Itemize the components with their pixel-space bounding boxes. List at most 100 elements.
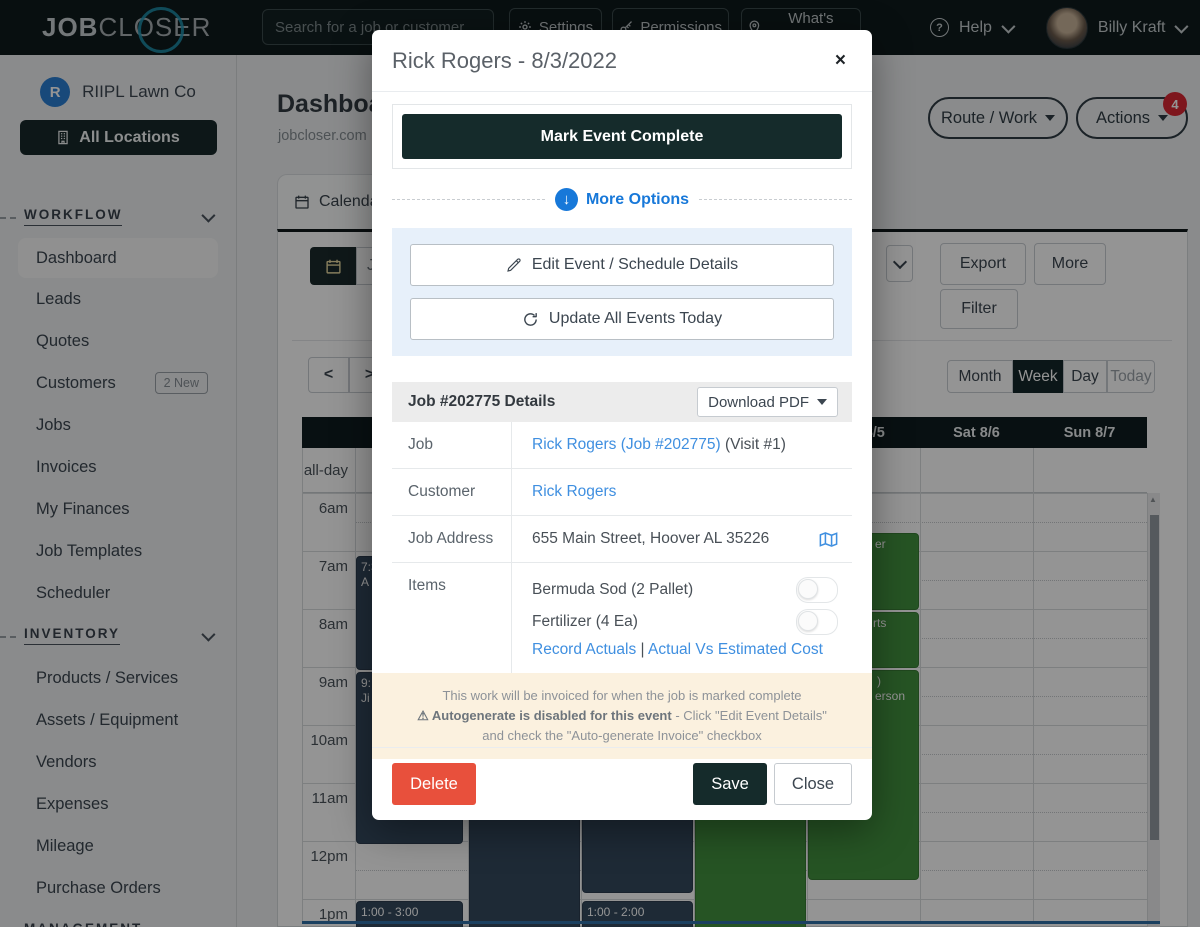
- close-icon[interactable]: ×: [829, 50, 852, 71]
- day-header[interactable]: Sun 8/7: [1063, 424, 1116, 441]
- view-select[interactable]: [886, 245, 913, 282]
- user-name[interactable]: Billy Kraft: [1097, 18, 1166, 36]
- item-label: Job Templates: [36, 541, 143, 560]
- record-actuals-link[interactable]: Record Actuals: [532, 641, 637, 658]
- prev-week-button[interactable]: <: [308, 357, 349, 393]
- help-menu[interactable]: Help: [959, 18, 992, 36]
- more-label: More: [1051, 255, 1089, 272]
- row-label: Items: [392, 563, 512, 673]
- next-icon: >: [364, 366, 375, 383]
- refresh-icon: [524, 312, 537, 326]
- company-logo: R: [40, 77, 71, 107]
- visit-number: (Visit #1): [720, 436, 786, 453]
- logo-ring-icon: [138, 7, 184, 53]
- item-label: Dashboard: [36, 248, 117, 267]
- user-avatar[interactable]: [1045, 6, 1088, 49]
- mark-event-complete-button[interactable]: Mark Event Complete: [402, 114, 842, 159]
- delete-button[interactable]: Delete: [392, 763, 476, 805]
- item-label: Invoices: [36, 457, 97, 476]
- section-workflow[interactable]: WORKFLOW: [0, 195, 236, 238]
- sidebar-item-scheduler[interactable]: Scheduler: [0, 572, 236, 614]
- sidebar: R RIIPL Lawn Co All Locations WORKFLOW D…: [0, 55, 237, 927]
- sidebar-item-assets-equipment[interactable]: Assets / Equipment: [0, 699, 236, 741]
- route-work-button[interactable]: Route / Work: [928, 97, 1068, 139]
- help-icon: ?: [930, 18, 949, 37]
- event-title: er: [875, 537, 886, 551]
- day-label: Day: [1071, 367, 1099, 385]
- row-label: Job: [392, 422, 512, 468]
- link-separator: |: [636, 641, 649, 658]
- save-button[interactable]: Save: [693, 763, 767, 805]
- item-line: Fertilizer (4 Ea): [532, 609, 838, 635]
- event-title: erson: [875, 689, 906, 703]
- item-toggle[interactable]: [796, 577, 838, 603]
- save-label: Save: [711, 774, 749, 793]
- job-link[interactable]: Rick Rogers (Job #202775): [532, 436, 721, 453]
- sidebar-item-customers[interactable]: Customers 2 New: [0, 362, 236, 404]
- export-button[interactable]: Export: [940, 243, 1026, 285]
- close-label: Close: [791, 774, 835, 793]
- caret-down-icon: [1044, 115, 1055, 121]
- all-locations-button[interactable]: All Locations: [19, 120, 217, 155]
- sidebar-item-leads[interactable]: Leads: [0, 278, 236, 320]
- row-label: Job Address: [392, 516, 512, 562]
- map-icon[interactable]: [819, 531, 838, 548]
- invoice-notice: This work will be invoiced for when the …: [372, 673, 872, 759]
- sidebar-item-purchase-orders[interactable]: Purchase Orders: [0, 867, 236, 909]
- calendar-scrollbar[interactable]: ▲: [1147, 493, 1160, 927]
- sidebar-item-products-services[interactable]: Products / Services: [0, 657, 236, 699]
- section-inventory[interactable]: INVENTORY: [0, 614, 236, 657]
- grid-left-border: [302, 448, 303, 923]
- customers-new-badge: 2 New: [154, 372, 208, 394]
- event-title: rts: [873, 616, 887, 630]
- filter-button[interactable]: Filter: [940, 289, 1018, 329]
- item-toggle[interactable]: [796, 609, 838, 635]
- prev-icon: <: [323, 366, 334, 383]
- time-label: 8am: [318, 616, 348, 633]
- delete-label: Delete: [410, 774, 458, 793]
- view-today-button[interactable]: Today: [1107, 360, 1155, 393]
- update-all-events-button[interactable]: Update All Events Today: [410, 298, 834, 340]
- actions-button[interactable]: Actions: [1076, 97, 1188, 139]
- section-label: INVENTORY: [24, 626, 121, 645]
- item-label: My Finances: [36, 499, 130, 518]
- day-header[interactable]: Sat 8/6: [953, 424, 1000, 441]
- download-pdf-button[interactable]: Download PDF: [697, 387, 838, 417]
- actual-vs-estimated-link[interactable]: Actual Vs Estimated Cost: [648, 641, 823, 658]
- view-month-button[interactable]: Month: [947, 360, 1013, 393]
- actions-label: Actions: [1095, 108, 1151, 127]
- close-button[interactable]: Close: [774, 763, 852, 805]
- more-options-link[interactable]: ↓ More Options: [554, 188, 689, 211]
- edit-event-label: Edit Event / Schedule Details: [531, 256, 739, 273]
- sidebar-item-my-finances[interactable]: My Finances: [0, 488, 236, 530]
- route-work-label: Route / Work: [941, 108, 1037, 127]
- scrollbar-thumb[interactable]: [1150, 515, 1159, 840]
- modal-footer: Delete Save Close: [372, 747, 872, 820]
- job-details-header: Job #202775 Details Download PDF: [392, 382, 852, 422]
- event-modal: Rick Rogers - 8/3/2022 × Mark Event Comp…: [372, 30, 872, 820]
- detail-row-job: Job Rick Rogers (Job #202775) (Visit #1): [392, 422, 852, 469]
- sidebar-item-job-templates[interactable]: Job Templates: [0, 530, 236, 572]
- sidebar-item-mileage[interactable]: Mileage: [0, 825, 236, 867]
- view-week-button[interactable]: Week: [1013, 360, 1063, 393]
- sidebar-item-invoices[interactable]: Invoices: [0, 446, 236, 488]
- scroll-up-arrow-icon[interactable]: ▲: [1149, 495, 1157, 504]
- sidebar-item-expenses[interactable]: Expenses: [0, 783, 236, 825]
- column-divider: [920, 448, 921, 923]
- sidebar-item-dashboard[interactable]: Dashboard: [18, 238, 218, 278]
- toggle-knob: [798, 579, 818, 599]
- breadcrumb-site[interactable]: jobcloser.com: [278, 128, 367, 144]
- more-button[interactable]: More: [1034, 243, 1106, 285]
- date-picker-button[interactable]: [310, 247, 356, 285]
- view-day-button[interactable]: Day: [1063, 360, 1107, 393]
- section-management[interactable]: MANAGEMENT: [0, 909, 236, 927]
- customer-link[interactable]: Rick Rogers: [532, 483, 617, 500]
- company-row[interactable]: R RIIPL Lawn Co: [0, 77, 236, 107]
- sidebar-item-jobs[interactable]: Jobs: [0, 404, 236, 446]
- column-divider: [1033, 448, 1034, 923]
- edit-event-button[interactable]: Edit Event / Schedule Details: [410, 244, 834, 286]
- sidebar-item-quotes[interactable]: Quotes: [0, 320, 236, 362]
- item-label: Vendors: [36, 752, 97, 771]
- sidebar-item-vendors[interactable]: Vendors: [0, 741, 236, 783]
- app-logo[interactable]: JOBCLOSER: [42, 7, 211, 53]
